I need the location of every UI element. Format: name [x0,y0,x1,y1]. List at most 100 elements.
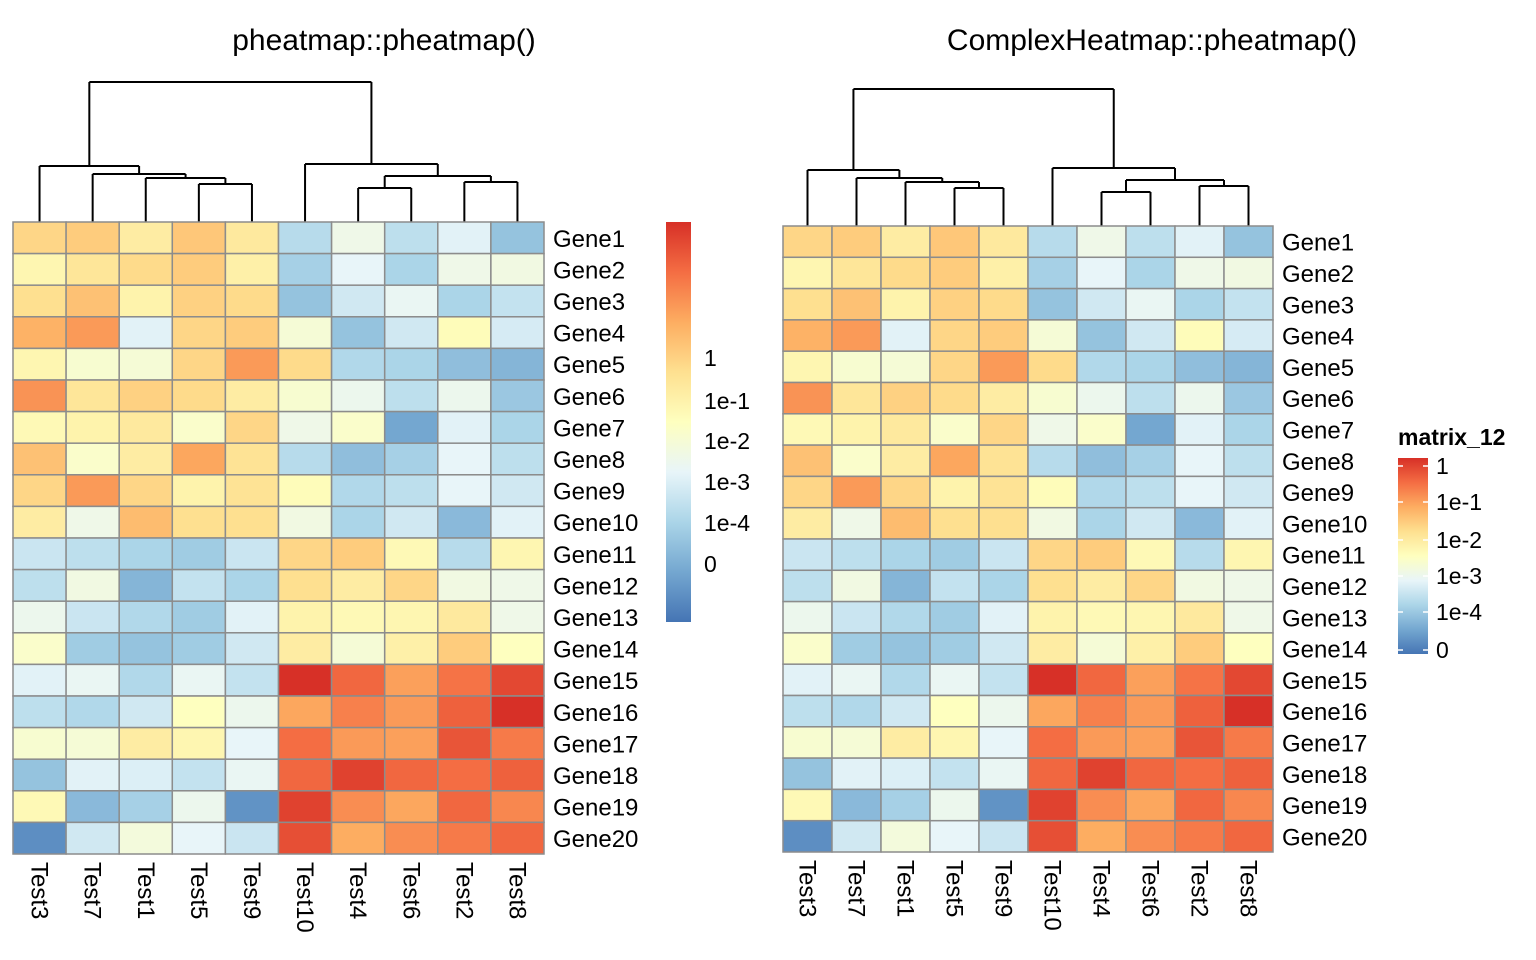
heatmap-cell [1076,350,1127,384]
heatmap-cell [1076,381,1127,415]
heatmap-cell [12,632,67,666]
heatmap-cell [880,225,931,259]
heatmap-cell [437,316,492,350]
heatmap-cell [383,821,439,855]
heatmap-cell [1174,225,1225,259]
heatmap-cell [1174,287,1225,321]
heatmap-cell [277,758,333,792]
heatmap-cell [831,757,882,791]
heatmap-cell [12,284,67,318]
heatmap-cell [1223,538,1274,572]
heatmap-cell [929,506,980,540]
heatmap-cell [782,381,833,415]
heatmap-cell [224,284,280,318]
heatmap-cell [929,694,980,728]
heatmap-cell [118,410,174,444]
column-label: Test7 [843,860,870,917]
heatmap-cell [490,347,545,381]
heatmap-cell [1174,319,1225,352]
heatmap-cell [383,221,439,255]
row-label: Gene10 [553,510,638,537]
heatmap-cell [65,758,120,792]
heatmap-cell [65,695,120,729]
row-label: Gene18 [1282,762,1367,789]
heatmap-cell [490,758,545,792]
heatmap-cell [118,537,174,571]
heatmap-cell [1174,694,1225,728]
heatmap-cell [1027,538,1078,572]
heatmap-cell [171,821,227,855]
color-legend-bar [666,222,691,622]
heatmap-cell [1125,413,1176,446]
heatmap-cell [437,379,492,413]
heatmap-cell [1223,819,1274,853]
heatmap-cell [490,537,545,571]
heatmap-cell [929,819,980,853]
heatmap-cell [831,319,882,352]
heatmap-cell [929,413,980,446]
heatmap-cell [1076,600,1127,634]
row-label: Gene9 [1282,480,1354,507]
heatmap-cell [12,726,67,760]
heatmap-cell [277,537,333,571]
heatmap-cell [437,821,492,855]
heatmap-cell [437,474,492,508]
row-label: Gene2 [553,257,625,284]
heatmap-cell [831,538,882,572]
row-label: Gene16 [553,700,638,727]
heatmap-cell [978,726,1029,759]
heatmap-cell [12,821,67,855]
heatmap-cell [437,663,492,697]
heatmap-cell [171,695,227,729]
left-heatmap-title: pheatmap::pheatmap() [232,24,536,57]
column-label: Test3 [794,860,821,917]
heatmap-cell [1027,788,1078,822]
heatmap-cell [277,663,333,697]
right-heatmap-panel: Gene1 Gene2 Gene3 Gene4 Gene5 Gene6 Gene7 Gene8… [782,88,1505,931]
heatmap-cell [978,225,1029,259]
row-label: Gene19 [553,795,638,822]
heatmap-cell [330,474,386,508]
right-heatmap-title: ComplexHeatmap::pheatmap() [947,24,1357,57]
heatmap-cell [1125,475,1176,509]
heatmap-cell [437,568,492,602]
heatmap-cell [782,444,833,478]
row-label: Gene13 [553,605,638,632]
heatmap-cell [330,695,386,729]
row-label: Gene3 [1282,292,1354,319]
heatmap-cell [929,381,980,415]
heatmap-cell [1027,475,1078,509]
heatmap-cell [437,221,492,255]
heatmap-cell [171,790,227,824]
heatmap-cell [1223,256,1274,290]
column-label: Test8 [503,862,530,919]
heatmap-cell [383,568,439,602]
heatmap-cell [224,252,280,286]
heatmap-cell [1076,225,1127,259]
heatmap-cell [383,474,439,508]
heatmap-cell [1125,538,1176,572]
heatmap-cell [171,758,227,792]
heatmap-cell [277,821,333,855]
heatmap-cell [929,663,980,697]
heatmap-cell [1027,225,1078,259]
heatmap-cell [1125,225,1176,259]
heatmap-cell [277,347,333,381]
heatmap-cell [171,663,227,697]
heatmap-cell [1027,819,1078,853]
heatmap-cell [1027,413,1078,446]
heatmap-cell [490,726,545,760]
heatmap-cell [490,663,545,697]
heatmap-cell [171,252,227,286]
heatmap-cell [1125,319,1176,352]
column-label: Test10 [1039,860,1066,931]
row-label: Gene1 [1282,230,1354,257]
row-label: Gene17 [1282,730,1367,757]
heatmap-cell [383,726,439,760]
heatmap-cell [1223,632,1274,665]
heatmap-cell [1174,788,1225,822]
heatmap-cell [437,790,492,824]
row-label: Gene2 [1282,261,1354,288]
heatmap-cell [224,221,280,255]
heatmap-cell [1027,350,1078,384]
